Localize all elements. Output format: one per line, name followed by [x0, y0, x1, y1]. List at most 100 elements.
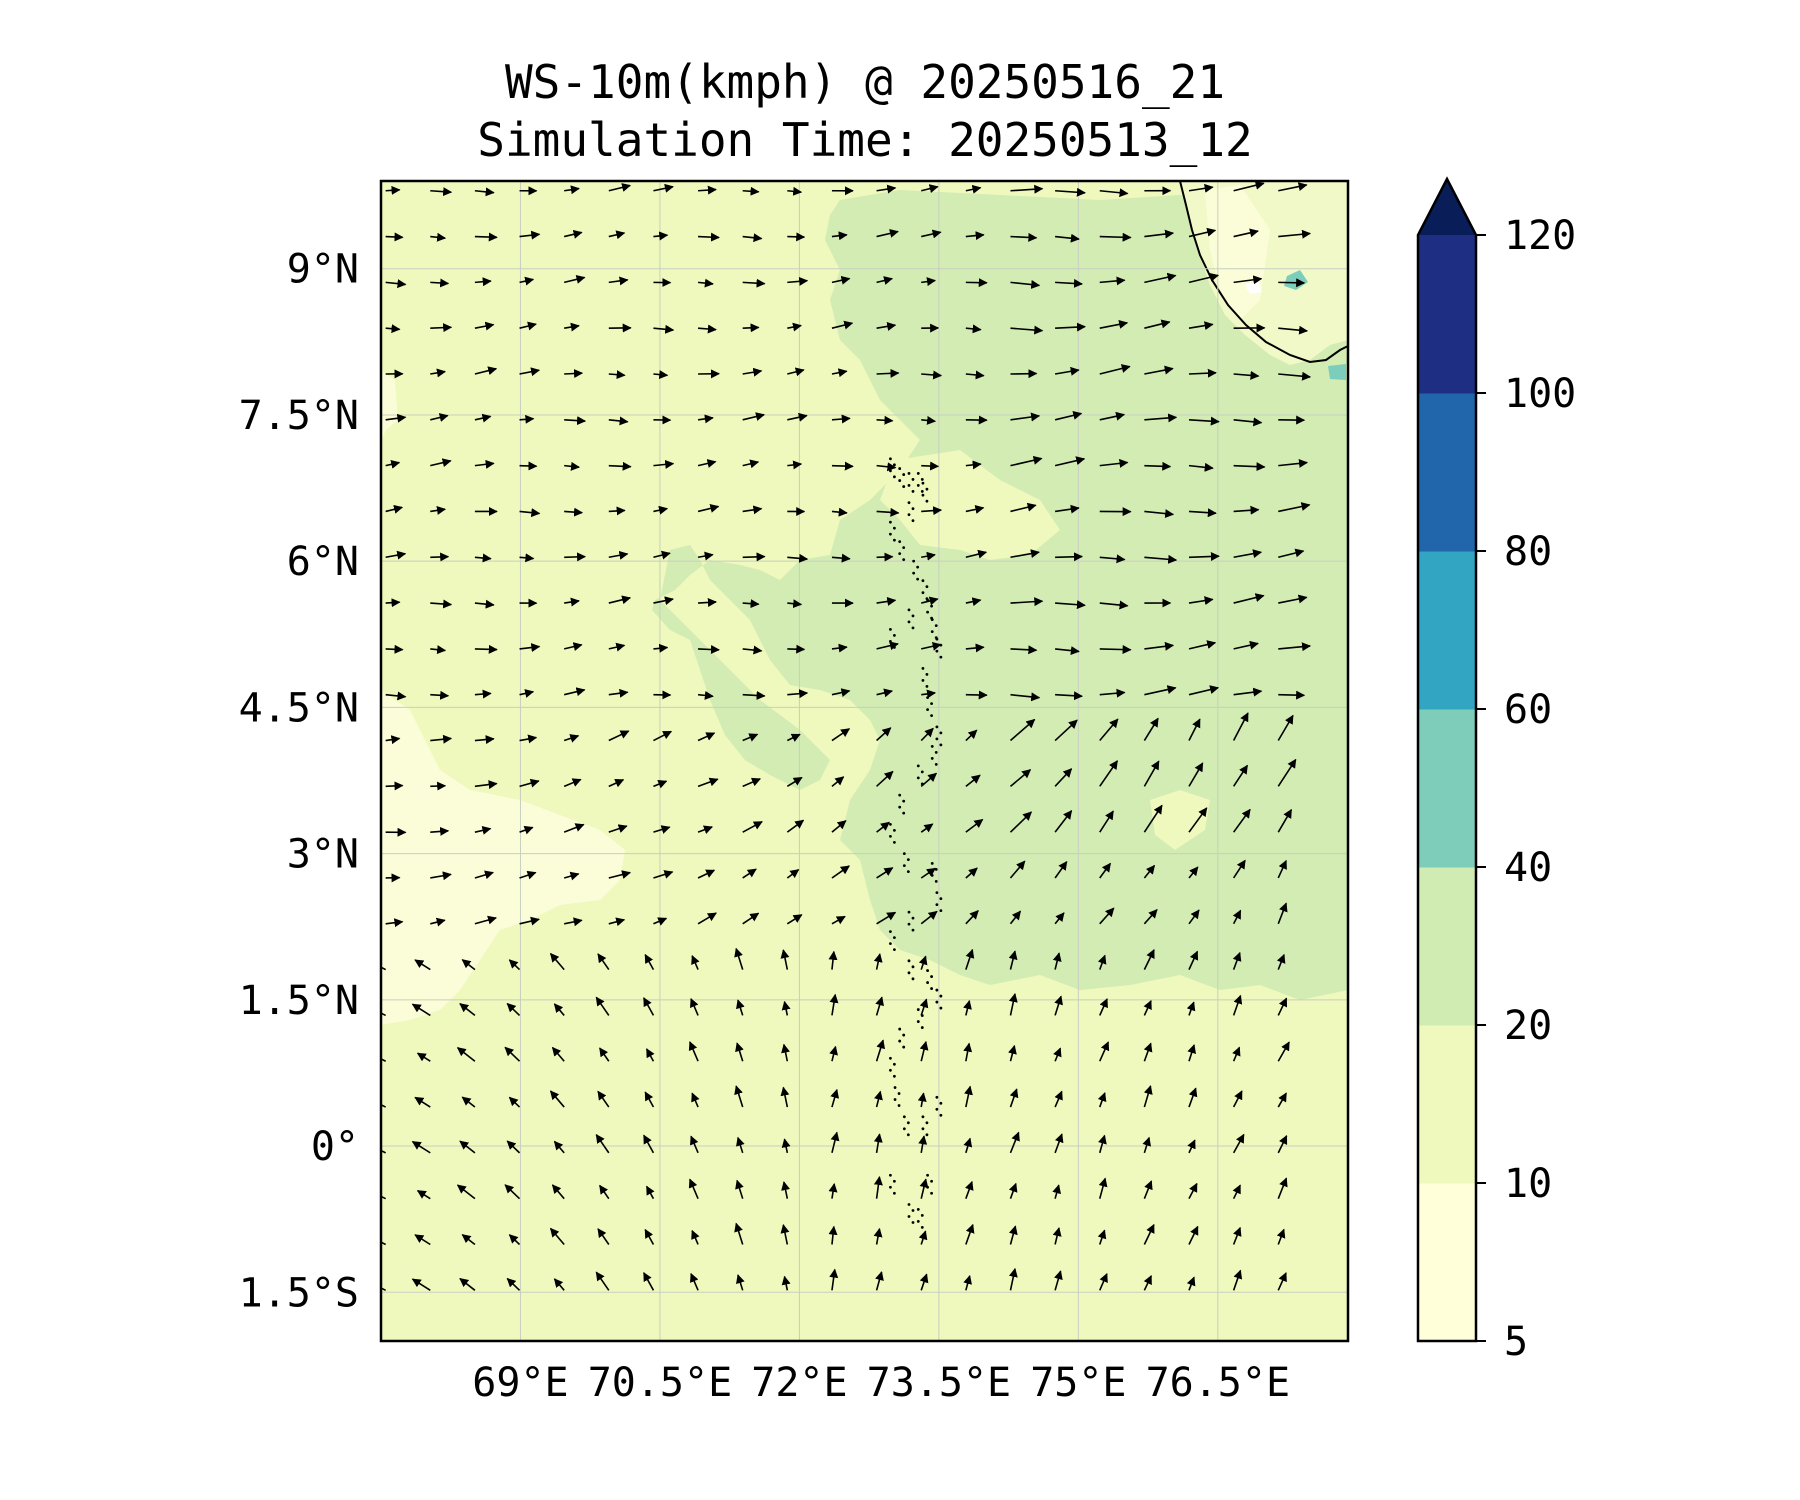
wind-arrow	[1099, 1272, 1108, 1291]
wind-arrow	[1278, 325, 1309, 335]
wind-arrow	[1008, 950, 1018, 970]
wind-arrow	[831, 461, 854, 471]
wind-arrow	[921, 370, 943, 380]
island-dot	[935, 891, 939, 894]
chart-title: WS-10m(kmph) @ 20250516_21	[504, 55, 1226, 109]
wind-arrow	[921, 506, 943, 516]
wind-arrow	[1143, 1275, 1152, 1291]
wind-arrow	[608, 730, 630, 742]
wind-arrow	[385, 185, 401, 195]
wind-arrow	[608, 506, 626, 516]
island-dot	[920, 1226, 924, 1229]
wind-arrow	[653, 870, 674, 879]
wind-arrow	[831, 776, 845, 787]
wind-arrow	[780, 949, 790, 970]
wind-arrow	[1098, 1177, 1108, 1199]
wind-arrow	[920, 727, 934, 742]
wind-arrow	[787, 460, 803, 470]
island-dot	[920, 1214, 924, 1217]
island-dot	[911, 614, 915, 618]
lat-tick-label: 1.5°N	[239, 978, 359, 1024]
wind-arrow	[385, 413, 407, 423]
island-dot	[911, 478, 915, 481]
island-dot	[911, 626, 915, 630]
wind-arrow	[1277, 1272, 1287, 1291]
wind-arrow	[597, 1090, 610, 1108]
island-dot	[898, 793, 902, 797]
wind-arrow	[1188, 950, 1199, 970]
wind-arrow	[742, 186, 760, 196]
wind-arrow	[876, 911, 897, 925]
gridlines	[381, 181, 1348, 1341]
island-dot	[930, 630, 934, 634]
wind-arrow	[1054, 860, 1068, 879]
island-dot	[935, 737, 939, 741]
wind-arrow	[381, 1103, 387, 1108]
wind-arrow	[1142, 1136, 1152, 1154]
wind-arrow	[1278, 229, 1312, 239]
wind-arrow	[553, 1003, 565, 1016]
wind-arrow	[1188, 183, 1214, 193]
wind-arrow	[697, 869, 716, 879]
wind-arrow	[742, 367, 763, 377]
colorbar-tick-label: 40	[1504, 845, 1552, 891]
wind-arrow	[608, 230, 626, 240]
island-dot	[930, 604, 933, 608]
wind-arrow	[519, 230, 541, 240]
wind-arrow	[1233, 549, 1263, 559]
island-dot	[939, 994, 943, 998]
wind-arrow	[385, 550, 407, 560]
wind-arrow	[742, 733, 759, 742]
wind-arrow	[688, 1178, 699, 1199]
island-dot	[934, 879, 938, 883]
wind-arrow	[1144, 229, 1175, 239]
wind-arrow	[1278, 502, 1311, 513]
lon-tick-label: 75°E	[1030, 1360, 1126, 1406]
island-dot	[897, 1092, 901, 1095]
wind-arrow	[430, 826, 450, 836]
wind-arrow	[780, 1086, 790, 1108]
wind-arrow	[1099, 458, 1129, 468]
wind-arrow	[1009, 718, 1036, 742]
lat-tick-label: 0°	[311, 1124, 359, 1170]
wind-arrow	[430, 599, 453, 609]
wind-arrow	[688, 1041, 699, 1062]
wind-arrow	[921, 689, 936, 699]
wind-arrow	[595, 996, 610, 1016]
wind-arrow	[919, 1040, 929, 1062]
wind-arrow	[831, 368, 848, 378]
wind-arrow	[1008, 1225, 1018, 1245]
wind-arrow	[1233, 462, 1266, 472]
wind-arrow	[653, 730, 673, 742]
island-dot	[888, 930, 892, 933]
wind-arrow	[742, 505, 763, 515]
wind-arrow	[876, 276, 894, 285]
wind-arrow	[742, 323, 760, 333]
wind-arrow	[876, 641, 899, 651]
wind-arrow	[1143, 1000, 1152, 1016]
wind-arrow	[653, 183, 674, 193]
wind-arrow	[1097, 1092, 1107, 1108]
wind-arrow	[1232, 909, 1242, 925]
wind-arrow	[1054, 366, 1080, 376]
wind-arrow	[519, 553, 535, 563]
wind-arrow	[385, 459, 401, 469]
colorbar-tick-label: 10	[1504, 1161, 1552, 1207]
wind-arrow	[781, 1043, 790, 1062]
wind-arrow	[1054, 456, 1086, 467]
wind-arrow	[411, 1278, 431, 1291]
wind-arrow	[608, 917, 626, 927]
wind-arrow	[1277, 1134, 1288, 1154]
island-dot	[916, 472, 920, 475]
island-dot	[892, 936, 896, 939]
wind-arrow	[830, 1131, 840, 1154]
island-dot	[897, 1104, 901, 1107]
wind-arrow	[564, 461, 580, 471]
wind-arrow	[965, 948, 975, 970]
wind-arrow	[456, 1047, 476, 1062]
wind-arrow	[1099, 276, 1126, 286]
wind-arrow	[474, 321, 495, 331]
wind-arrow	[608, 870, 632, 879]
wind-arrow	[1097, 1229, 1107, 1245]
wind-arrow	[1233, 505, 1260, 515]
